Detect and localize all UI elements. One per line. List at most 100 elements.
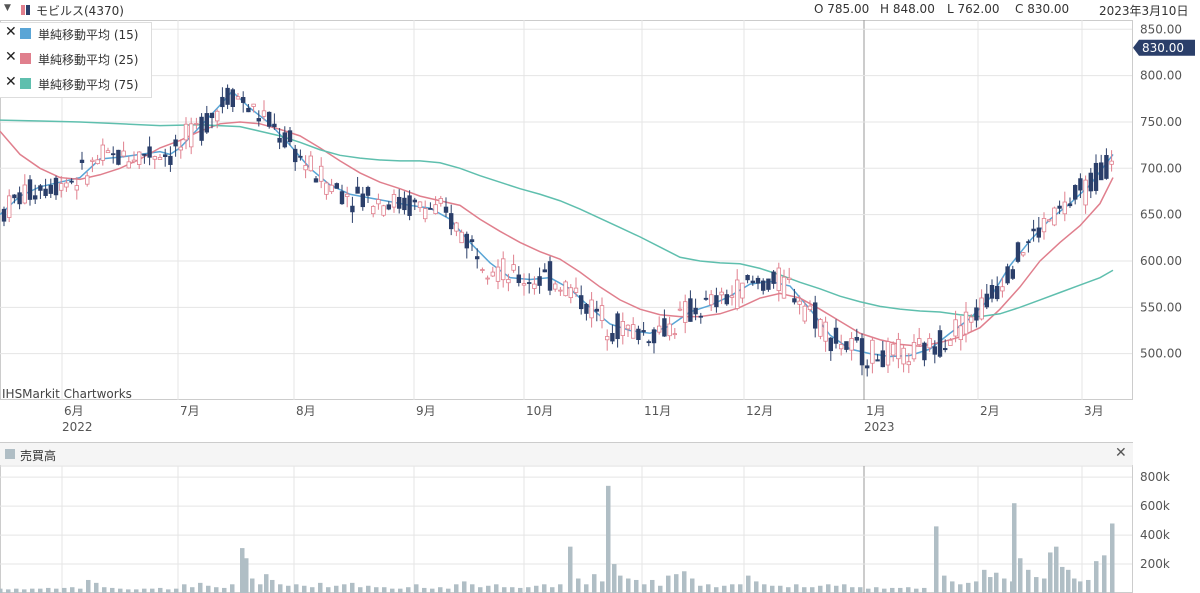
sma15-swatch: [20, 28, 31, 39]
candle-body: [464, 233, 469, 249]
volume-bar: [858, 587, 863, 593]
candle-body: [1026, 241, 1031, 244]
y-tick-label: 600.00: [1140, 254, 1182, 268]
volume-bar: [1026, 569, 1031, 593]
candle-body: [932, 346, 937, 355]
candle-body: [157, 156, 163, 160]
candle-body: [324, 182, 329, 195]
candle-body: [917, 338, 922, 345]
volume-bar: [942, 575, 947, 593]
candle-body: [1021, 252, 1026, 256]
volume-bar: [190, 587, 195, 593]
volume-bar: [1110, 523, 1115, 593]
volume-bar: [558, 584, 563, 593]
volume-bar: [22, 589, 27, 593]
x-tick-label: 2月: [980, 404, 1000, 418]
remove-sma75-icon[interactable]: ✕: [5, 74, 17, 90]
candle-body: [48, 184, 53, 194]
candle-body: [896, 338, 901, 360]
volume-tick-label: 800k: [1140, 470, 1170, 484]
candle-body: [563, 281, 568, 297]
candle-body: [1047, 219, 1052, 222]
volume-bar: [78, 588, 83, 593]
candle-body: [989, 285, 995, 299]
candle-body: [69, 180, 74, 183]
volume-bar: [842, 584, 847, 593]
candle-body: [381, 205, 386, 216]
volume-bar: [906, 587, 911, 593]
candle-body: [391, 194, 397, 208]
candle-body: [235, 96, 241, 100]
candle-body: [766, 278, 771, 290]
candle-body: [339, 191, 345, 205]
candle-body: [1, 208, 7, 222]
volume-swatch: [5, 449, 15, 459]
candle-body: [995, 285, 1000, 300]
volume-bar: [462, 581, 467, 593]
candle-body: [839, 344, 844, 350]
candle-body: [922, 342, 927, 361]
candle-body: [214, 110, 220, 122]
volume-bar: [650, 579, 655, 593]
remove-sma15-icon[interactable]: ✕: [5, 24, 17, 40]
legend-item-sma75: ✕ 単純移動平均 (75): [0, 73, 151, 95]
volume-bar: [510, 587, 515, 593]
volume-bar: [600, 581, 605, 593]
y-tick-label: 750.00: [1140, 115, 1182, 129]
current-price-label: 830.00: [1142, 41, 1184, 55]
indicator-legend: ✕ 単純移動平均 (15) ✕ 単純移動平均 (25) ✕ 単純移動平均 (75…: [0, 22, 152, 98]
candle-body: [287, 130, 293, 143]
candle-body: [246, 107, 251, 113]
volume-bar: [240, 548, 245, 593]
volume-bar: [914, 588, 919, 593]
candle-body: [553, 283, 558, 290]
y-tick-label: 800.00: [1140, 69, 1182, 83]
candle-body: [111, 153, 116, 156]
volume-bar: [982, 569, 987, 593]
candlesticks: [1, 84, 1114, 377]
volume-bar: [126, 589, 131, 593]
candle-body: [1083, 179, 1088, 206]
volume-bar: [382, 587, 387, 593]
volume-bar: [714, 587, 719, 593]
candle-body: [142, 153, 147, 156]
candle-body: [677, 308, 683, 311]
candle-body: [126, 161, 131, 169]
candle-body: [329, 184, 334, 193]
candle-body: [194, 123, 199, 125]
candle-body: [620, 321, 625, 336]
remove-sma25-icon[interactable]: ✕: [5, 49, 17, 65]
candle-body: [1015, 242, 1021, 262]
candle-body: [636, 328, 641, 340]
candle-body: [272, 123, 277, 128]
volume-bar: [398, 588, 403, 593]
x-tick-label: 8月: [296, 404, 316, 418]
x-tick-label: 6月: [64, 404, 84, 418]
candle-body: [631, 324, 636, 339]
volume-bar: [1072, 578, 1077, 593]
close-icon[interactable]: ✕: [1115, 445, 1127, 461]
candle-body: [927, 337, 932, 349]
candle-body: [433, 204, 438, 214]
candle-body: [662, 318, 667, 337]
volume-bar: [250, 578, 255, 593]
candle-body: [7, 195, 12, 218]
candle-body: [750, 280, 755, 284]
candle-body: [937, 330, 943, 357]
volume-bar: [634, 579, 639, 593]
collapse-caret-icon[interactable]: ▼: [4, 3, 11, 13]
volume-bar: [350, 582, 355, 593]
volume-bar: [866, 588, 871, 593]
volume-bar: [950, 581, 955, 593]
candle-body: [584, 303, 589, 314]
candle-body: [974, 307, 979, 321]
volume-bar: [438, 587, 443, 593]
y-tick-label: 850.00: [1140, 22, 1182, 36]
candle-body: [396, 196, 402, 209]
candle-body: [59, 183, 64, 191]
candle-body: [605, 336, 610, 341]
candle-body: [724, 294, 729, 305]
chart-header: ▼ モビルス(4370) O 785.00 H 848.00 L 762.00 …: [0, 0, 1200, 20]
candle-body: [880, 350, 885, 368]
candle-body: [865, 365, 870, 369]
